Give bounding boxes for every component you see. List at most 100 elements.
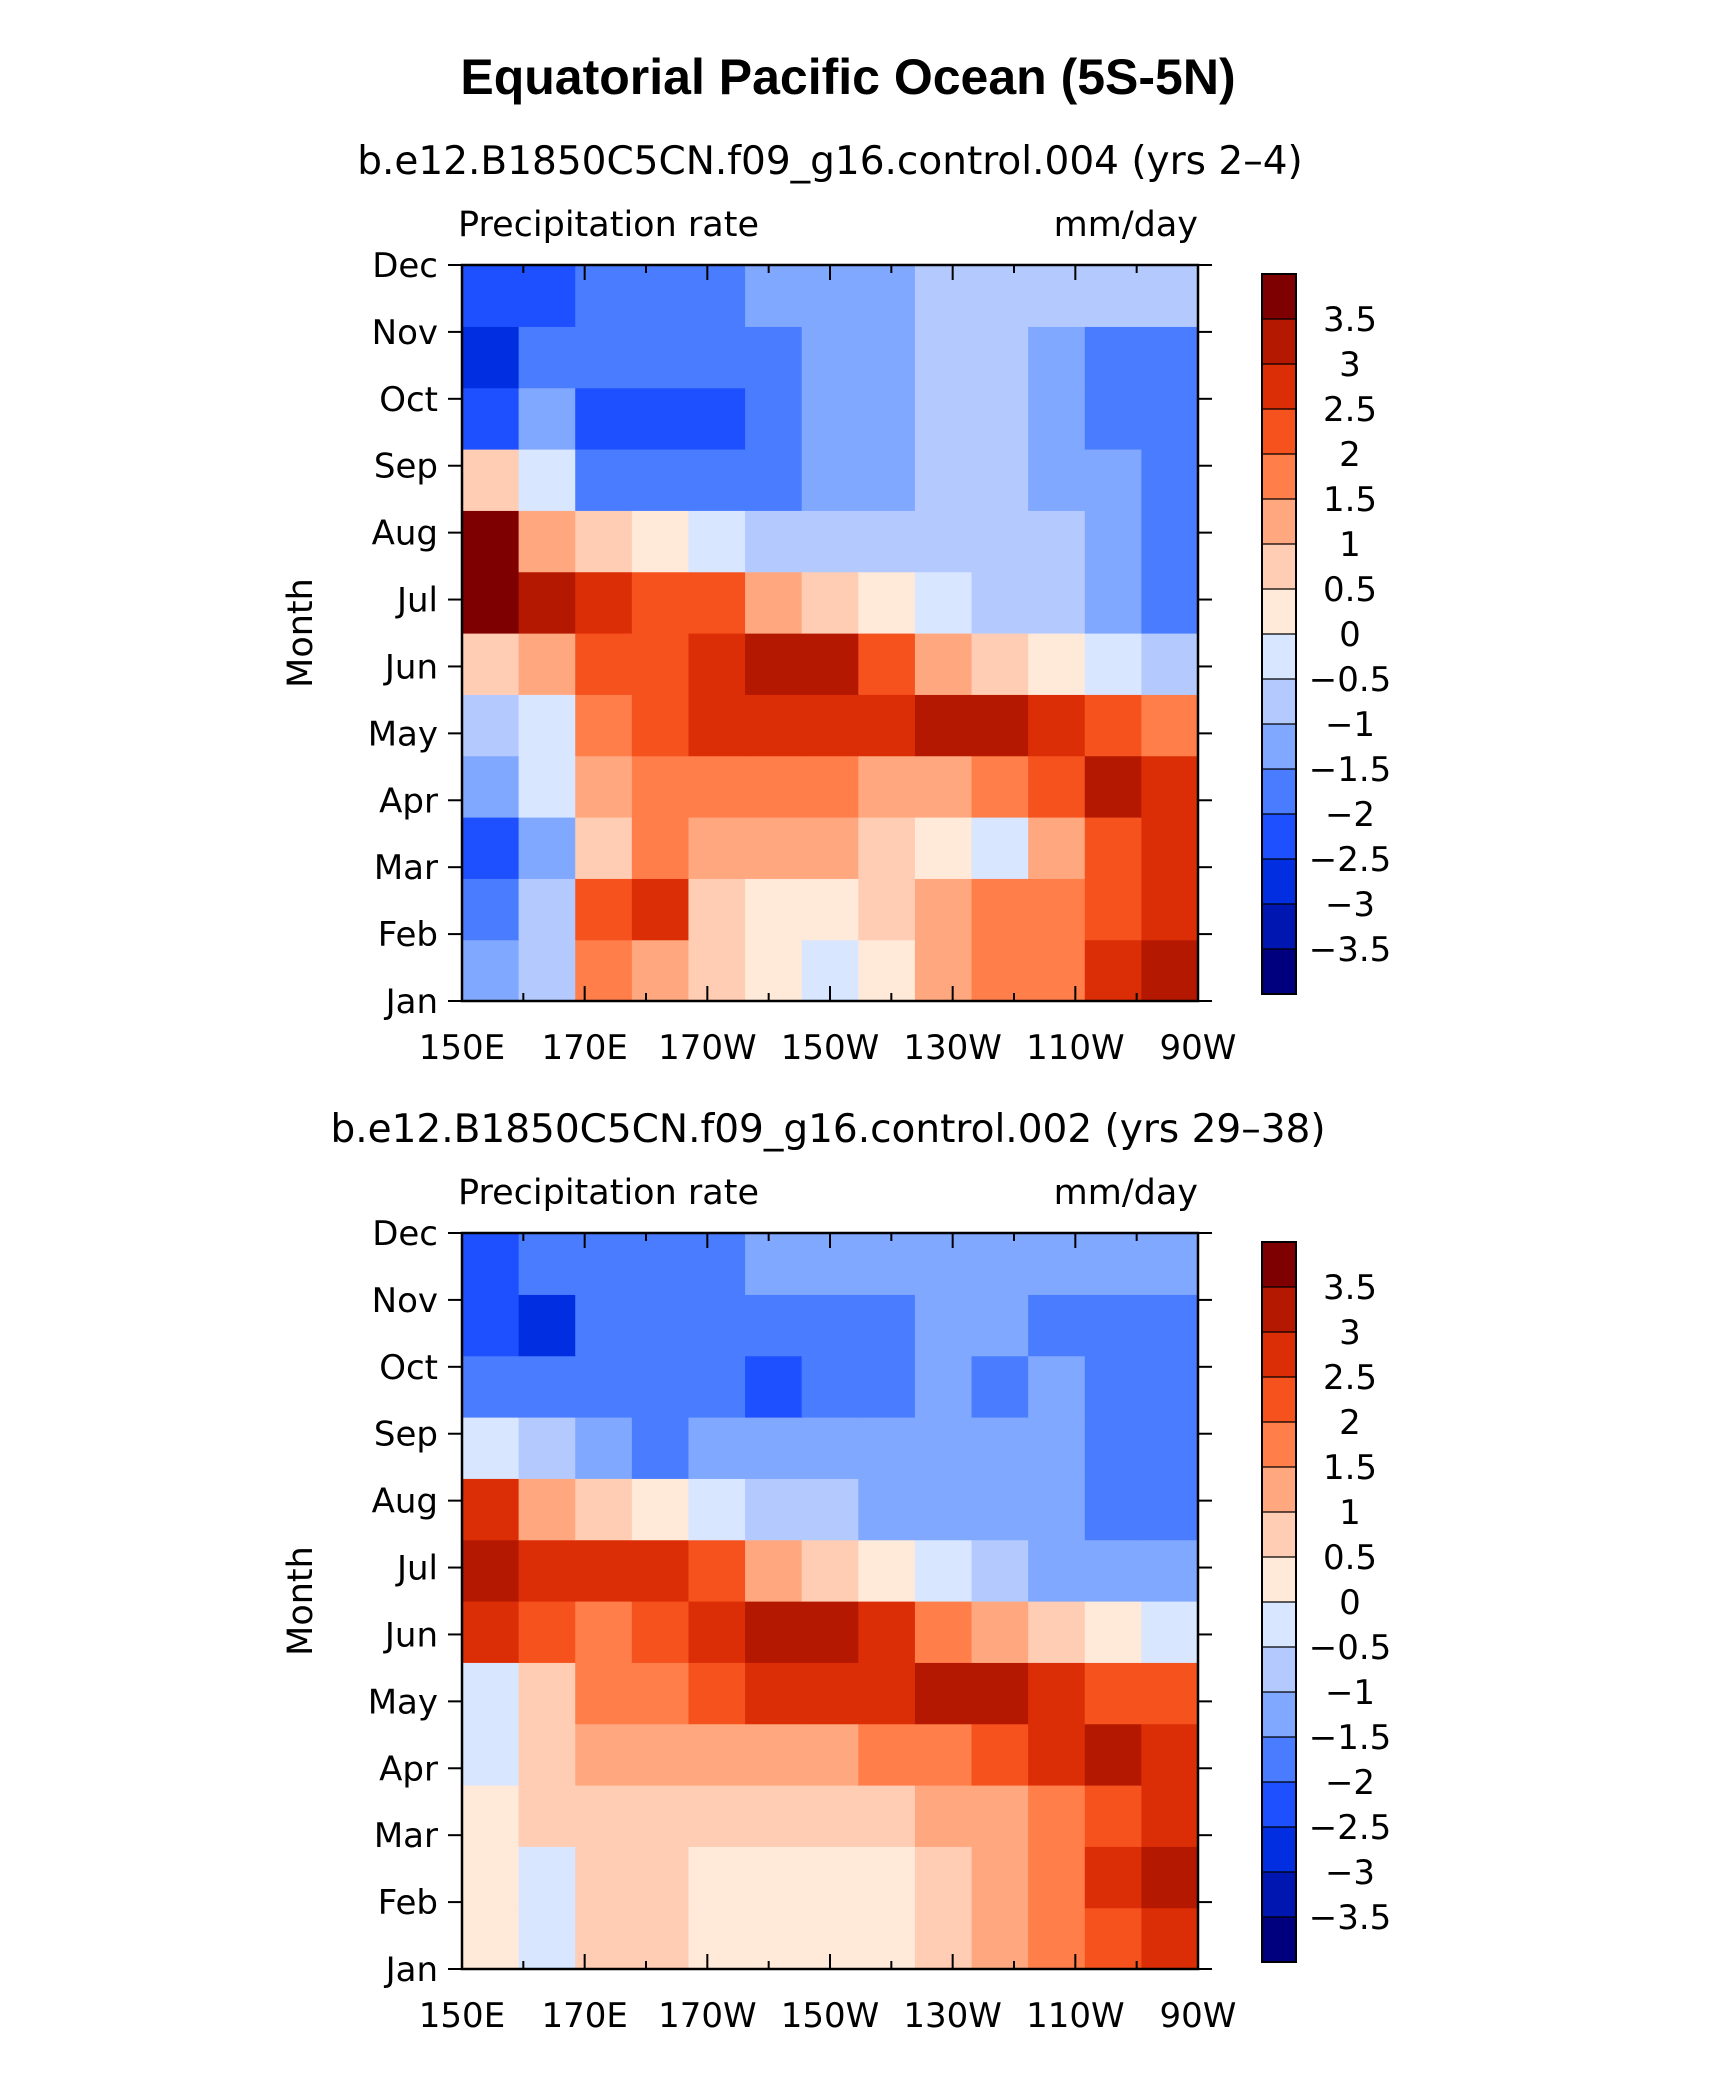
heatmap-cell xyxy=(914,387,973,450)
heatmap-cell xyxy=(1084,939,1142,1002)
colorbar-label: 2.5 xyxy=(1323,1358,1377,1398)
heatmap-cell xyxy=(801,1723,859,1786)
heatmap-cell xyxy=(1028,449,1086,511)
units-label: mm/day xyxy=(1054,205,1198,245)
heatmap-cell xyxy=(688,1662,746,1725)
heatmap-cell xyxy=(745,387,803,450)
heatmap-cell xyxy=(745,1907,803,1970)
y-tick-label: Jan xyxy=(384,1950,438,1990)
colorbar-swatch xyxy=(1262,1872,1296,1918)
colorbar-label: 1.5 xyxy=(1323,1448,1377,1488)
colorbar-swatch xyxy=(1262,319,1296,365)
heatmap-cell xyxy=(518,510,576,573)
heatmap-cell xyxy=(1028,1846,1086,1909)
heatmap-cell xyxy=(518,1417,576,1479)
heatmap-cell xyxy=(971,755,1029,818)
colorbar-swatch xyxy=(1262,589,1296,635)
heatmap-cell xyxy=(575,1355,633,1418)
heatmap-cell xyxy=(1028,1907,1086,1970)
heatmap-cell xyxy=(688,1233,746,1295)
heatmap-cell xyxy=(801,1355,859,1418)
colorbar-swatch xyxy=(1262,904,1296,950)
heatmap-cell xyxy=(745,939,803,1002)
colorbar-swatch xyxy=(1262,1737,1296,1783)
heatmap-cell xyxy=(631,449,690,511)
heatmap-cell xyxy=(688,449,746,511)
heatmap-cell xyxy=(631,571,690,634)
heatmap-cell xyxy=(575,510,633,573)
heatmap-cell xyxy=(971,510,1029,573)
heatmap-cell xyxy=(462,939,520,1002)
colorbar-label: 0.5 xyxy=(1323,570,1377,610)
heatmap-cell xyxy=(462,571,520,634)
heatmap-cell xyxy=(462,755,520,818)
heatmap-cell xyxy=(1028,1601,1086,1663)
heatmap-cell xyxy=(1141,1294,1199,1357)
heatmap-cell xyxy=(1141,571,1199,634)
colorbar-swatch xyxy=(1262,1287,1296,1333)
heatmap-cell xyxy=(1084,755,1142,818)
colorbar-label: −0.5 xyxy=(1309,660,1392,700)
colorbar-label: −1.5 xyxy=(1309,1718,1392,1758)
heatmap-cell xyxy=(971,1478,1029,1541)
heatmap-cell xyxy=(518,878,576,941)
heatmap-cell xyxy=(914,817,973,879)
heatmap-cell xyxy=(575,1785,633,1847)
colorbar-swatch xyxy=(1262,1917,1296,1963)
heatmap-cell xyxy=(745,1846,803,1909)
colorbar-label: 2 xyxy=(1339,1403,1361,1443)
heatmap-cell xyxy=(858,510,916,573)
y-tick-label: Dec xyxy=(372,246,438,286)
heatmap-cell xyxy=(575,633,633,695)
heatmap-cell xyxy=(1028,755,1086,818)
heatmap-cell xyxy=(631,265,690,327)
y-tick-label: Jun xyxy=(383,647,438,687)
heatmap-cell xyxy=(1084,1355,1142,1418)
heatmap-cell xyxy=(688,817,746,879)
colorbar-label: −2.5 xyxy=(1309,1808,1392,1848)
heatmap-cell xyxy=(971,1539,1029,1602)
colorbar-swatch xyxy=(1262,814,1296,860)
colorbar-swatch xyxy=(1262,1377,1296,1423)
heatmap-cell xyxy=(518,1723,576,1786)
heatmap-cell xyxy=(518,265,576,327)
heatmap-cell xyxy=(575,571,633,634)
heatmap-cell xyxy=(801,1662,859,1725)
heatmap-cell xyxy=(745,265,803,327)
heatmap-cell xyxy=(575,1539,633,1602)
heatmap-cell xyxy=(631,817,690,879)
x-tick-label: 150W xyxy=(781,1028,880,1068)
heatmap-cell xyxy=(688,1539,746,1602)
heatmap-cell xyxy=(518,1846,576,1909)
y-tick-label: Sep xyxy=(374,447,438,487)
colorbar-swatch xyxy=(1262,499,1296,545)
heatmap-cell xyxy=(518,1662,576,1725)
heatmap-cell xyxy=(858,326,916,389)
heatmap-cell xyxy=(688,510,746,573)
heatmap-cell xyxy=(688,755,746,818)
y-axis-label: Month xyxy=(281,1546,321,1656)
heatmap-cell xyxy=(971,633,1029,695)
x-tick-label: 110W xyxy=(1026,1028,1125,1068)
heatmap-cell xyxy=(745,510,803,573)
heatmap-cell xyxy=(462,1662,520,1725)
heatmap-cell xyxy=(462,1355,520,1418)
heatmap-cell xyxy=(858,265,916,327)
heatmap-cell xyxy=(1028,694,1086,757)
heatmap-cell xyxy=(575,1662,633,1725)
heatmap-cell xyxy=(462,1478,520,1541)
heatmap-cell xyxy=(462,694,520,757)
panel-1: b.e12.B1850C5CN.f09_g16.control.004 (yrs… xyxy=(281,139,1391,1068)
colorbar: 3.5 3 2.5 2 1.5 1 0.5 0 −0.5 −1 −1.5 −2 −2.5 −3 −3.5 xyxy=(1261,1241,1392,1963)
heatmap-cell xyxy=(801,1785,859,1847)
colorbar-swatch xyxy=(1262,544,1296,590)
heatmap-cell xyxy=(1028,571,1086,634)
heatmap-cell xyxy=(914,1233,973,1295)
heatmap-cell xyxy=(631,1417,690,1479)
heatmap-cell xyxy=(518,571,576,634)
x-tick-label: 170E xyxy=(541,1996,627,2036)
heatmap-cell xyxy=(971,1662,1029,1725)
heatmap-cell xyxy=(858,1907,916,1970)
heatmap-cell xyxy=(631,1478,690,1541)
heatmap-cell xyxy=(745,633,803,695)
